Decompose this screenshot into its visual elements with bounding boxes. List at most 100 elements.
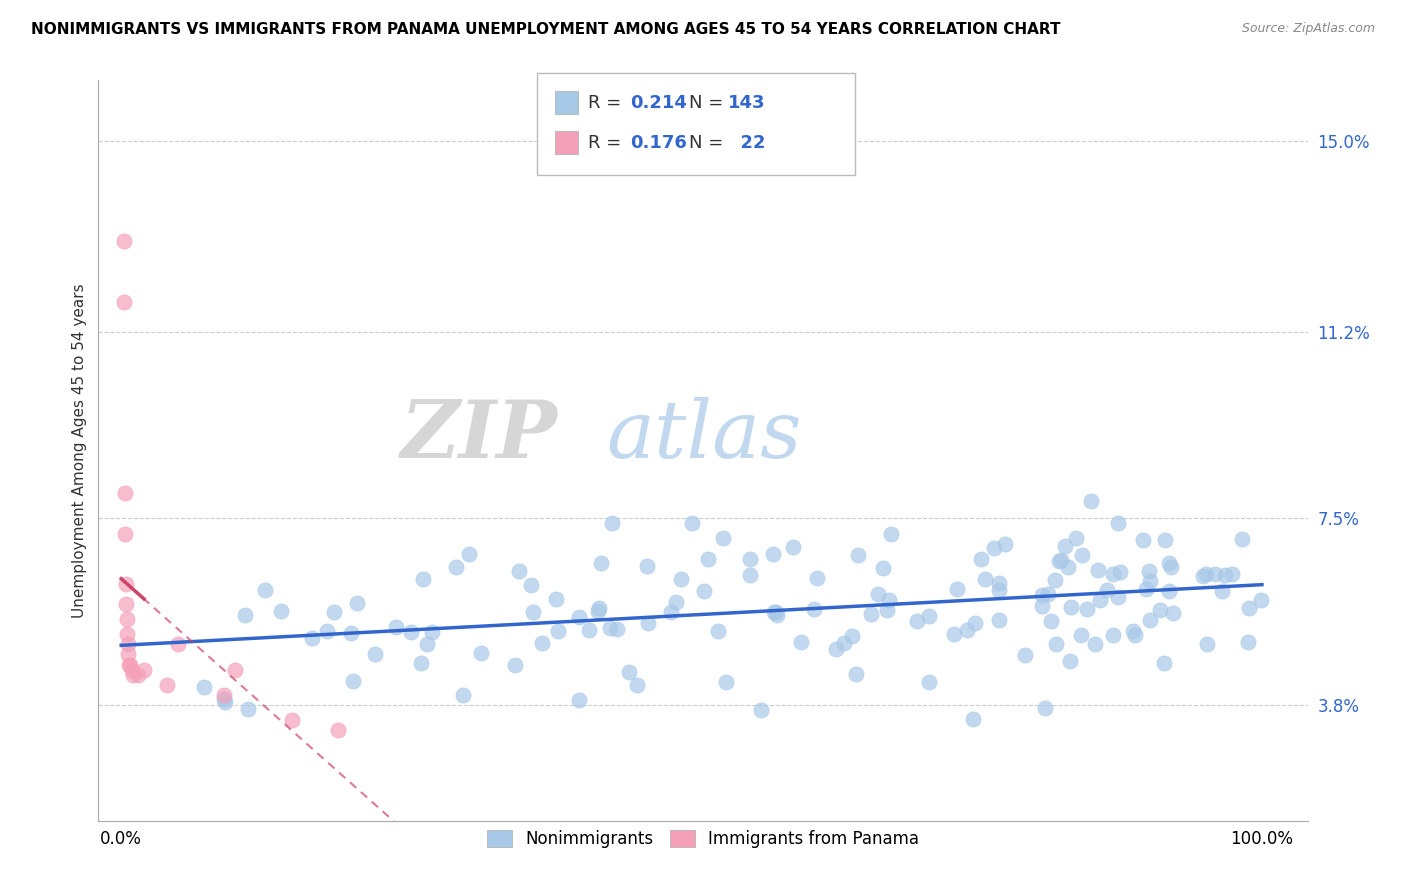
Point [1154,533,1177,547]
Point [1056,560,1078,574]
Point [749,702,772,716]
Point [956,623,979,637]
Point [1153,657,1175,671]
Point [970,552,993,566]
Point [1237,634,1260,648]
Point [832,636,855,650]
Point [416,637,439,651]
Point [824,642,846,657]
Point [458,547,481,561]
Point [706,624,728,638]
Point [117,648,139,662]
Point [841,629,863,643]
Text: ZIP: ZIP [401,397,558,475]
Text: N =: N = [689,134,728,152]
Point [599,621,621,635]
Point [118,657,141,672]
Point [568,610,591,624]
Point [1157,584,1180,599]
Point [988,583,1011,598]
Point [879,592,901,607]
Point [846,549,869,563]
Point [1250,593,1272,607]
Point [1095,583,1118,598]
Point [470,646,492,660]
Point [1149,603,1171,617]
Point [697,551,720,566]
Point [1102,566,1125,581]
Point [988,613,1011,627]
Point [1160,559,1182,574]
Point [1123,628,1146,642]
Point [531,635,554,649]
Point [589,556,612,570]
Point [859,607,882,622]
Point [114,597,136,611]
Point [588,604,610,618]
Point [411,656,433,670]
Point [762,548,785,562]
Point [453,688,475,702]
Point [711,531,734,545]
Point [740,568,762,582]
Point [316,624,339,638]
Point [714,675,737,690]
Point [1204,567,1226,582]
Point [1053,539,1076,553]
Point [918,608,941,623]
Point [412,572,434,586]
Point [806,571,828,585]
Point [803,602,825,616]
Text: 0.214: 0.214 [630,94,686,112]
Point [626,678,648,692]
Point [212,692,235,706]
Point [681,516,703,531]
Text: R =: R = [588,94,627,112]
Point [983,541,1005,556]
Point [693,584,716,599]
Point [600,516,623,531]
Point [503,658,526,673]
Point [1031,599,1053,613]
Point [270,603,292,617]
Point [876,603,898,617]
Point [238,701,260,715]
Point [346,596,368,610]
Point [281,713,304,727]
Point [1135,582,1157,597]
Point [112,294,135,309]
Point [167,637,190,651]
Point [1161,606,1184,620]
Point [1137,564,1160,578]
Point [1230,532,1253,546]
Text: NONIMMIGRANTS VS IMMIGRANTS FROM PANAMA UNEMPLOYMENT AMONG AGES 45 TO 54 YEARS C: NONIMMIGRANTS VS IMMIGRANTS FROM PANAMA … [31,22,1060,37]
Y-axis label: Unemployment Among Ages 45 to 54 years: Unemployment Among Ages 45 to 54 years [72,283,87,618]
Point [636,558,658,573]
Point [522,605,544,619]
Point [1220,567,1243,582]
Point [637,615,659,630]
Point [254,583,277,598]
Point [1036,587,1059,601]
Point [1088,593,1111,607]
Point [1237,601,1260,615]
Point [905,614,928,628]
Point [1043,573,1066,587]
Point [364,647,387,661]
Point [1014,648,1036,662]
Point [866,587,889,601]
Point [763,605,786,619]
Point [665,594,688,608]
Point [994,537,1017,551]
Point [385,620,408,634]
Point [323,605,346,619]
Point [1064,532,1087,546]
Point [963,616,986,631]
Point [156,678,179,692]
Point [790,635,813,649]
Point [606,622,628,636]
Point [114,486,136,500]
Point [1139,574,1161,588]
Point [1033,701,1056,715]
Point [1070,628,1092,642]
